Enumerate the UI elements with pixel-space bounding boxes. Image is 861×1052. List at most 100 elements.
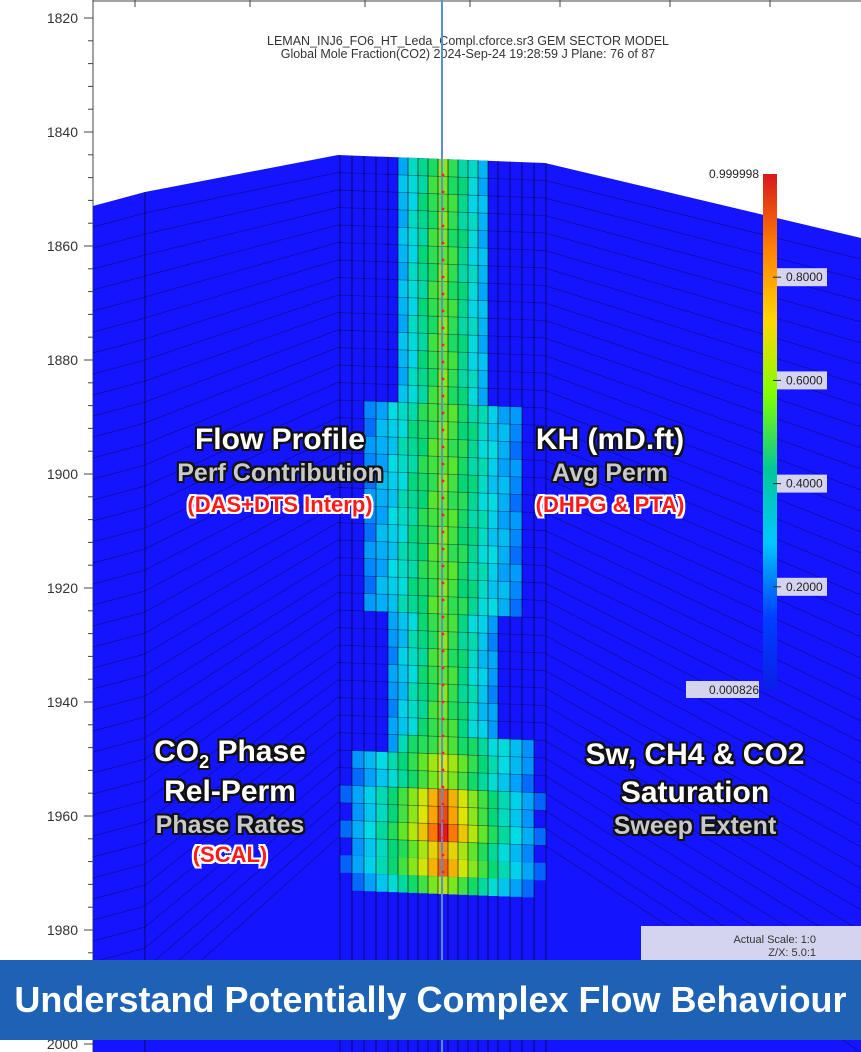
plume-cell xyxy=(458,457,468,475)
plume-cell xyxy=(448,789,458,807)
plume-cell xyxy=(448,841,458,860)
plume-cell xyxy=(398,682,408,701)
layer-line xyxy=(92,522,861,680)
plume-cell xyxy=(376,436,388,455)
plume-cell xyxy=(458,352,468,370)
plume-cell xyxy=(488,738,498,756)
layer-line xyxy=(92,364,861,491)
plume-cell xyxy=(448,281,458,300)
plume-cell xyxy=(388,769,398,788)
plume-cell xyxy=(468,755,478,773)
plume-cell xyxy=(522,844,534,863)
plume-cell xyxy=(418,770,428,789)
plume-cell xyxy=(408,385,418,403)
plume-cell xyxy=(428,246,438,264)
plume-cell xyxy=(428,578,438,597)
plume-cell xyxy=(458,492,468,510)
plume-cell xyxy=(364,541,376,559)
plume-cell xyxy=(364,488,376,507)
plume-cell xyxy=(458,789,468,808)
plume-cell xyxy=(468,492,478,511)
plume-cell xyxy=(340,820,352,838)
plume-cell xyxy=(376,874,388,892)
plume-cell xyxy=(418,648,428,666)
plume-cell xyxy=(408,577,418,596)
plume-cell xyxy=(398,367,408,386)
plume-cell xyxy=(458,422,468,440)
plume-cell xyxy=(364,453,376,472)
plume-cell xyxy=(458,859,468,878)
plume-cell xyxy=(468,352,478,371)
plume-cell xyxy=(418,350,428,369)
plume-cell xyxy=(418,560,428,579)
layer-line xyxy=(92,172,861,260)
perforation-marker xyxy=(441,479,445,483)
plume-cell xyxy=(388,524,398,543)
plume-cell xyxy=(388,419,398,438)
plume-cell xyxy=(458,824,468,843)
plume-cell xyxy=(510,581,522,600)
plume-cell xyxy=(398,472,408,491)
perforation-marker xyxy=(441,462,445,466)
plume-cell xyxy=(408,157,418,176)
plume-cell xyxy=(478,755,488,774)
plume-cell xyxy=(510,844,522,862)
plume-cell xyxy=(478,493,488,511)
depth-tick-label: 2000 xyxy=(47,1036,78,1052)
layer-line xyxy=(92,504,861,659)
plume-cell xyxy=(498,738,510,757)
plume-cell xyxy=(478,615,488,634)
plume-cell xyxy=(468,720,478,738)
plume-cell xyxy=(398,630,408,648)
plume-cell xyxy=(408,560,418,578)
plume-cell xyxy=(376,839,388,857)
plume-cell xyxy=(418,578,428,596)
layer-line xyxy=(92,644,861,827)
plume-cell xyxy=(478,300,488,319)
plume-cell xyxy=(352,785,364,804)
scale-actual: Actual Scale: 1:0 xyxy=(733,934,816,946)
plume-cell xyxy=(408,367,418,386)
plume-cell xyxy=(488,703,498,721)
plume-cell xyxy=(468,842,478,861)
colorbar: 0.999998 0.000826 0.8000 0.6000 0.4000 0.2000 xyxy=(686,167,827,698)
plume-cell xyxy=(498,808,510,827)
plume-cell xyxy=(398,315,408,333)
depth-tick-label: 1860 xyxy=(47,238,78,254)
plume-cell xyxy=(458,562,468,580)
plume-cell xyxy=(418,858,428,876)
perforation-marker xyxy=(441,649,445,653)
colorbar-tick-label: 0.4000 xyxy=(786,477,823,491)
plume-cell xyxy=(478,195,488,214)
plume-cell xyxy=(418,613,428,631)
plume-cell xyxy=(488,860,498,879)
plume-cell xyxy=(488,563,498,581)
plume-cell xyxy=(388,804,398,823)
plume-cell xyxy=(428,421,438,439)
colorbar-min-label: 0.000826 xyxy=(709,683,759,697)
plume-cell xyxy=(408,280,418,298)
plume-cell xyxy=(428,841,438,859)
plume-cell xyxy=(364,506,376,524)
plume-cell xyxy=(498,843,510,862)
plume-cell xyxy=(408,315,418,333)
plume-cell xyxy=(428,736,438,754)
plume-cell xyxy=(388,577,398,595)
plume-cell xyxy=(418,840,428,859)
perforation-marker xyxy=(441,411,445,415)
perforation-marker xyxy=(441,700,445,704)
plume-cell xyxy=(468,562,478,581)
plume-cell xyxy=(428,298,438,317)
plume-cell xyxy=(458,667,468,685)
plume-cell xyxy=(458,264,468,283)
plume-cell xyxy=(478,650,488,669)
plume-cell xyxy=(510,459,522,477)
co2-phase-title: CO2 Phase xyxy=(154,735,306,772)
plume-cell xyxy=(478,598,488,616)
perforation-marker xyxy=(441,275,445,279)
plume-cell xyxy=(428,386,438,404)
plume-cell xyxy=(498,423,510,442)
plume-cell xyxy=(428,701,438,719)
colorbar-tick-label: 0.2000 xyxy=(786,580,823,594)
